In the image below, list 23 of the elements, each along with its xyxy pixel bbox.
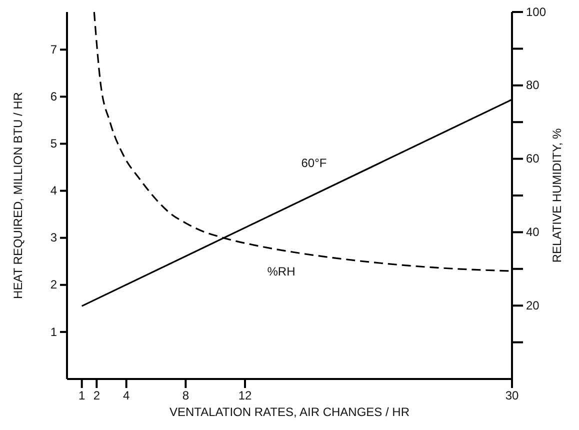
x-tick-label: 4 xyxy=(122,388,130,403)
x-tick-label: 1 xyxy=(78,388,86,403)
y2-tick-label: 20 xyxy=(526,298,540,312)
y-tick-label: 3 xyxy=(50,230,58,245)
y2-tick-label: 100 xyxy=(526,4,546,19)
y2-tick-label: 60 xyxy=(526,152,540,166)
x-tick-label: 12 xyxy=(238,388,252,403)
series-label: 60°F xyxy=(301,156,327,170)
x-tick-label: 30 xyxy=(505,388,519,403)
y-tick-label: 6 xyxy=(50,90,58,104)
y-axis-title: HEAT REQUIRED, MILLION BTU / HR xyxy=(11,92,25,299)
y-tick-label: 1 xyxy=(50,324,58,339)
y2-tick-label: 40 xyxy=(526,225,540,240)
y2-tick-label: 80 xyxy=(526,78,540,92)
series-label: %RH xyxy=(267,264,296,278)
x-axis-title: VENTALATION RATES, AIR CHANGES / HR xyxy=(169,405,410,419)
y-tick-label: 5 xyxy=(50,136,58,151)
y-tick-label: 4 xyxy=(50,184,58,198)
y2-axis-title: RELATIVE HUMIDITY, % xyxy=(550,128,564,263)
y-tick-label: 2 xyxy=(50,278,58,292)
x-tick-label: 8 xyxy=(182,388,190,403)
y-tick-label: 7 xyxy=(50,42,58,56)
x-tick-label: 2 xyxy=(93,388,100,403)
